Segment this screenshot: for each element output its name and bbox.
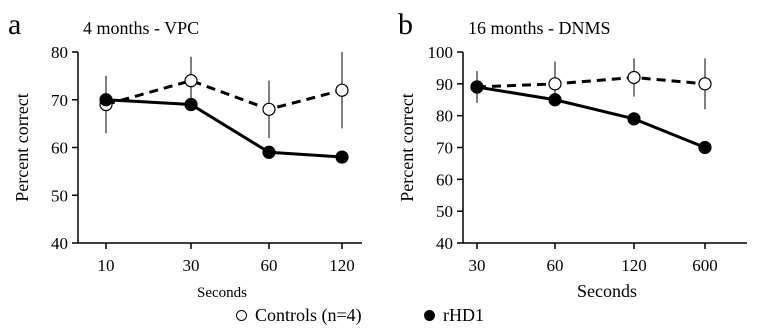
data-point-rhd1: [548, 93, 562, 107]
x-tick-label: 120: [329, 256, 355, 275]
x-tick-label: 60: [547, 256, 564, 275]
series-line: [105, 79, 343, 111]
open-circle-icon: [236, 310, 247, 321]
legend-label-controls: Controls (n=4): [255, 305, 362, 325]
data-point-controls: [548, 77, 562, 91]
series-line: [105, 98, 343, 159]
chart-panel-a: a 4 months - VPC 40 50 60 70 80 10 30 60 120 Second…: [8, 8, 362, 301]
y-tick-label: 80: [436, 107, 453, 126]
data-point-rhd1: [335, 150, 349, 164]
y-tick-label: 70: [436, 139, 453, 158]
legend: Controls (n=4) rHD1: [0, 305, 757, 333]
series-line: [476, 75, 706, 89]
data-point-controls: [627, 70, 641, 85]
chart-panel-b: b 16 months - DNMS 40 50 60 70 80 90 100 30 60 120 6…: [397, 8, 747, 301]
y-tick-label: 60: [51, 139, 68, 158]
x-tick-label: 600: [692, 256, 718, 275]
y-tick-label: 80: [51, 43, 68, 62]
panel-title: 4 months - VPC: [83, 18, 199, 38]
x-tick-label: 10: [98, 256, 115, 275]
data-point-rhd1: [627, 112, 641, 126]
x-tick-label: 30: [469, 256, 486, 275]
y-tick-label: 60: [436, 170, 453, 189]
y-tick-label: 100: [428, 43, 454, 62]
data-point-rhd1: [262, 145, 276, 159]
y-tick-label: 40: [436, 234, 453, 253]
data-point-rhd1: [99, 93, 113, 107]
x-axis-label: Seconds: [577, 281, 637, 301]
x-tick-label: 30: [183, 256, 200, 275]
y-tick-label: 90: [436, 75, 453, 94]
data-point-rhd1: [698, 140, 712, 155]
filled-circle-icon: [424, 310, 435, 321]
y-tick-label: 70: [51, 91, 68, 110]
y-tick-label: 50: [51, 186, 68, 205]
x-tick-label: 60: [261, 256, 278, 275]
series-rhd1: [476, 85, 706, 149]
legend-item-controls: Controls (n=4): [236, 305, 362, 326]
data-point-controls: [184, 74, 198, 88]
data-point-rhd1: [184, 97, 198, 112]
data-point-controls: [698, 77, 712, 91]
data-point-controls: [262, 102, 276, 116]
y-tick-label: 40: [51, 234, 68, 253]
x-tick-label: 120: [621, 256, 647, 275]
panel-title: 16 months - DNMS: [468, 18, 611, 38]
legend-item-rhd1: rHD1: [424, 305, 484, 326]
data-point-rhd1: [470, 80, 484, 94]
y-axis-label: Percent correct: [12, 93, 32, 201]
legend-label-rhd1: rHD1: [443, 305, 484, 325]
y-tick-label: 50: [436, 202, 453, 221]
series-line: [476, 85, 706, 149]
panel-letter: a: [8, 8, 21, 41]
x-axis-label: Seconds: [197, 285, 247, 301]
data-point-controls: [335, 83, 349, 97]
series-controls: [476, 58, 706, 110]
figure-canvas: a 4 months - VPC 40 50 60 70 80 10 30 60 120 Second…: [8, 8, 747, 301]
y-axis-label: Percent correct: [397, 93, 417, 201]
panel-letter: b: [398, 8, 413, 41]
series-rhd1: [105, 75, 343, 159]
